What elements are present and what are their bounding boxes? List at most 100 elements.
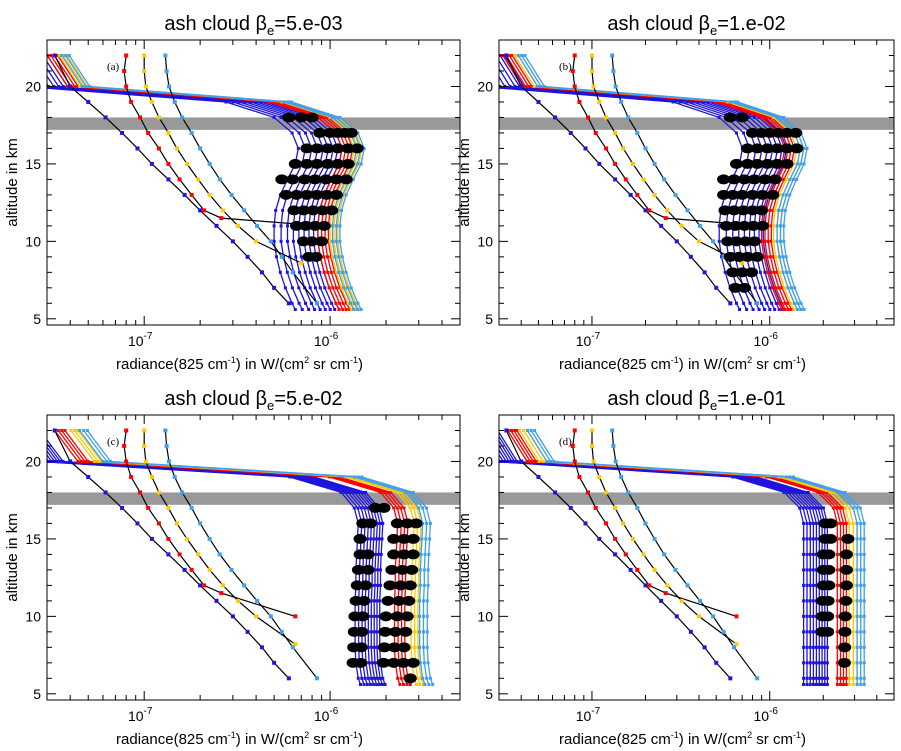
data-dot <box>357 595 371 606</box>
ash-curve-marker <box>418 583 422 587</box>
ash-curve-marker <box>862 661 866 665</box>
clear-curve-marker <box>589 68 594 73</box>
data-dot <box>747 236 761 247</box>
ash-curve-marker <box>819 506 823 510</box>
ash-curve-marker <box>73 428 77 432</box>
ash-curve-marker <box>851 661 855 665</box>
ash-curve-marker <box>359 308 363 312</box>
data-dot <box>822 564 836 575</box>
data-dot <box>351 564 365 575</box>
ash-curve-marker <box>763 270 767 274</box>
data-dot <box>310 189 324 200</box>
clear-curve-marker <box>242 583 247 588</box>
ash-curve-marker <box>805 552 809 556</box>
ash-curve-marker <box>802 162 806 166</box>
ash-curve-marker <box>61 84 65 88</box>
clear-curve-marker <box>679 223 684 228</box>
ash-curve-marker <box>758 270 762 274</box>
clear-curve-marker <box>536 99 541 104</box>
clear-curve-marker <box>519 459 524 464</box>
ash-curve-marker <box>338 286 342 290</box>
clear-curve-marker <box>279 254 284 259</box>
clear-curve-marker <box>245 254 250 259</box>
ash-curve-marker <box>421 506 425 510</box>
data-dot <box>339 174 353 185</box>
ash-curve-marker <box>835 583 839 587</box>
ash-curve-marker <box>303 270 307 274</box>
clear-curve-lightblue <box>611 430 758 679</box>
ash-curve-marker <box>814 521 818 525</box>
clear-curve-lightblue <box>164 55 318 304</box>
ash-curve-marker <box>528 459 532 463</box>
clear-curve-marker <box>585 490 590 495</box>
data-dot <box>364 518 378 529</box>
clear-curve-marker <box>293 642 298 647</box>
data-dot <box>735 189 749 200</box>
ash-curve-marker <box>343 286 347 290</box>
clear-curve-marker <box>182 567 187 572</box>
ash-curve-marker <box>823 645 827 649</box>
clear-curve-marker <box>604 115 609 120</box>
ash-curve-marker <box>422 614 426 618</box>
ash-curve-marker <box>536 84 540 88</box>
data-dot <box>789 127 803 138</box>
ash-curve-marker <box>862 676 866 680</box>
ash-curve-marker <box>802 683 806 687</box>
clear-curve-marker <box>207 161 212 166</box>
ash-curve-marker <box>766 115 770 119</box>
ash-curve-marker <box>418 537 422 541</box>
clear-curve-marker <box>696 239 701 244</box>
clear-curve-marker <box>643 583 648 588</box>
ash-curve-marker <box>491 429 494 432</box>
clear-curve-marker <box>623 552 628 557</box>
data-dot <box>821 626 835 637</box>
panel-a: 5 10 15 20 10-7 10-6 (a) ash cloud βe=5.e-03 rad… <box>4 13 461 373</box>
clear-curve-marker <box>149 99 154 104</box>
ash-curve-marker <box>753 286 757 290</box>
ash-curve-marker <box>510 459 514 463</box>
ash-curve-marker <box>760 301 764 305</box>
ash-curve-marker <box>303 131 307 135</box>
data-dot <box>746 205 760 216</box>
ash-curve-marker <box>777 255 781 259</box>
clear-curve-marker <box>572 428 577 433</box>
ash-curve-marker <box>766 270 770 274</box>
ash-curve-marker <box>780 208 784 212</box>
ash-curve-marker <box>275 255 279 259</box>
data-dot <box>403 673 417 684</box>
ash-curve-marker <box>83 459 87 463</box>
clear-curve-marker <box>202 208 207 213</box>
clear-curve-marker <box>679 598 684 603</box>
clear-curve-marker <box>734 642 739 647</box>
clear-curve-marker <box>635 130 640 135</box>
ash-curve-marker <box>808 537 812 541</box>
ash-curve-marker <box>359 506 363 510</box>
ash-curve-marker <box>44 460 47 463</box>
ash-curve-marker <box>69 428 73 432</box>
ash-curve-marker <box>862 583 866 587</box>
ash-curve-marker <box>820 683 824 687</box>
data-dot <box>399 626 413 637</box>
ash-curve-marker <box>418 599 422 603</box>
clear-curve-marker <box>219 591 224 596</box>
ash-curve-marker <box>9 54 12 57</box>
clear-curve-marker <box>685 208 690 213</box>
ash-curve-marker <box>382 490 386 494</box>
clear-curve-marker <box>217 552 222 557</box>
ash-curve-marker <box>86 459 90 463</box>
ash-curve-marker <box>802 146 806 150</box>
ash-curve-marker <box>779 115 783 119</box>
ash-curve-marker <box>330 301 334 305</box>
ash-curve-marker <box>770 286 774 290</box>
clear-curve-marker <box>732 645 737 650</box>
ash-curve-marker <box>786 490 790 494</box>
ash-curve-marker <box>808 630 812 634</box>
ash-curve-marker <box>723 270 727 274</box>
ash-curve-marker <box>290 286 294 290</box>
clear-curve-marker <box>652 567 657 572</box>
clear-curve-marker <box>245 629 250 634</box>
ash-curve-marker <box>851 645 855 649</box>
ash-curve-marker <box>542 84 546 88</box>
axes-frame <box>46 39 461 326</box>
ash-curve-marker <box>855 599 859 603</box>
